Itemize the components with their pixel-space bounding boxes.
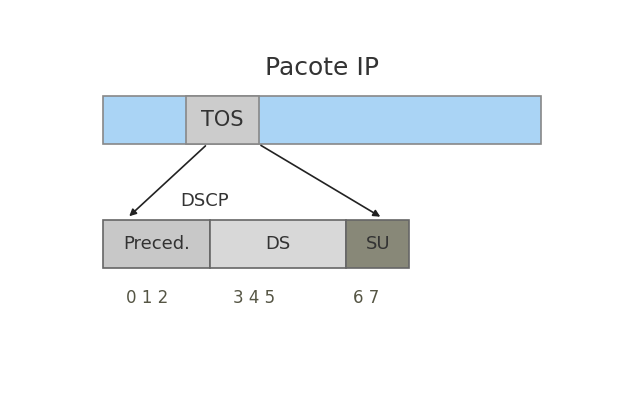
Text: 6 7: 6 7 [352, 289, 379, 307]
Text: DS: DS [266, 235, 291, 253]
Bar [186, 95, 259, 144]
Text: DSCP: DSCP [181, 193, 229, 211]
Bar [210, 220, 346, 268]
Text: Pacote IP: Pacote IP [265, 56, 379, 80]
Text: TOS: TOS [201, 110, 243, 130]
Bar [103, 220, 210, 268]
Text: Preced.: Preced. [123, 235, 190, 253]
Bar [346, 220, 409, 268]
Bar [103, 95, 541, 144]
Text: 3 4 5: 3 4 5 [232, 289, 275, 307]
Text: SU: SU [365, 235, 390, 253]
Text: 0 1 2: 0 1 2 [126, 289, 168, 307]
